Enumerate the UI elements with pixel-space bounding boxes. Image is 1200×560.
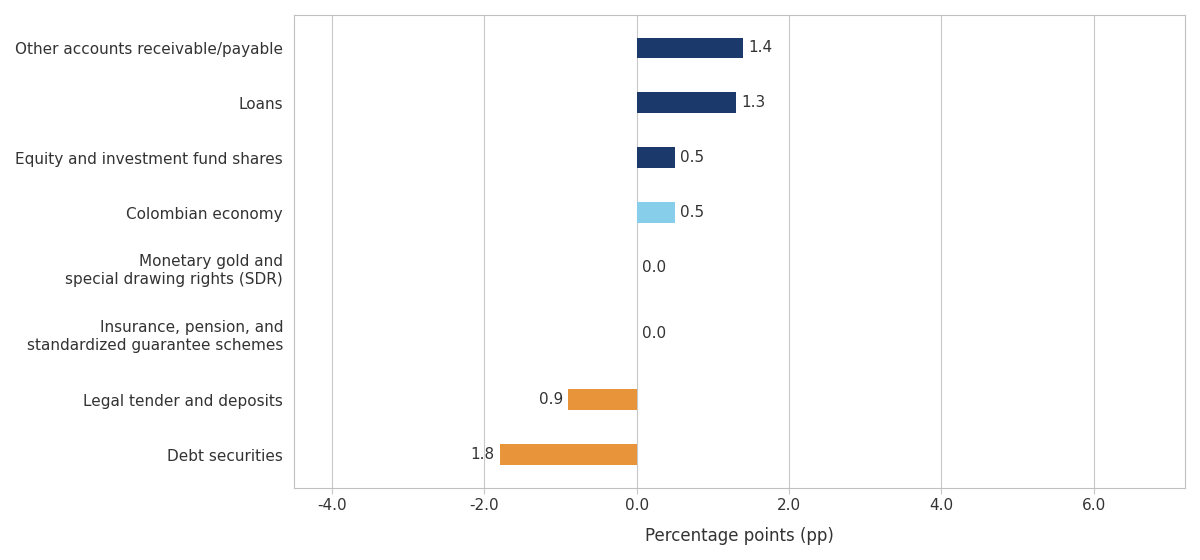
Bar: [637, 38, 743, 58]
Bar: [499, 444, 637, 465]
Bar: [637, 202, 674, 223]
Text: 0.0: 0.0: [642, 326, 666, 341]
X-axis label: Percentage points (pp): Percentage points (pp): [646, 527, 834, 545]
Text: 0.5: 0.5: [680, 151, 704, 165]
Bar: [569, 389, 637, 410]
Text: 1.4: 1.4: [749, 40, 773, 55]
Bar: [637, 147, 674, 169]
Bar: [637, 92, 736, 113]
Text: 1.3: 1.3: [742, 95, 766, 110]
Text: 0.5: 0.5: [680, 206, 704, 221]
Text: 1.8: 1.8: [470, 447, 494, 462]
Text: 0.9: 0.9: [539, 392, 563, 407]
Text: 0.0: 0.0: [642, 260, 666, 276]
